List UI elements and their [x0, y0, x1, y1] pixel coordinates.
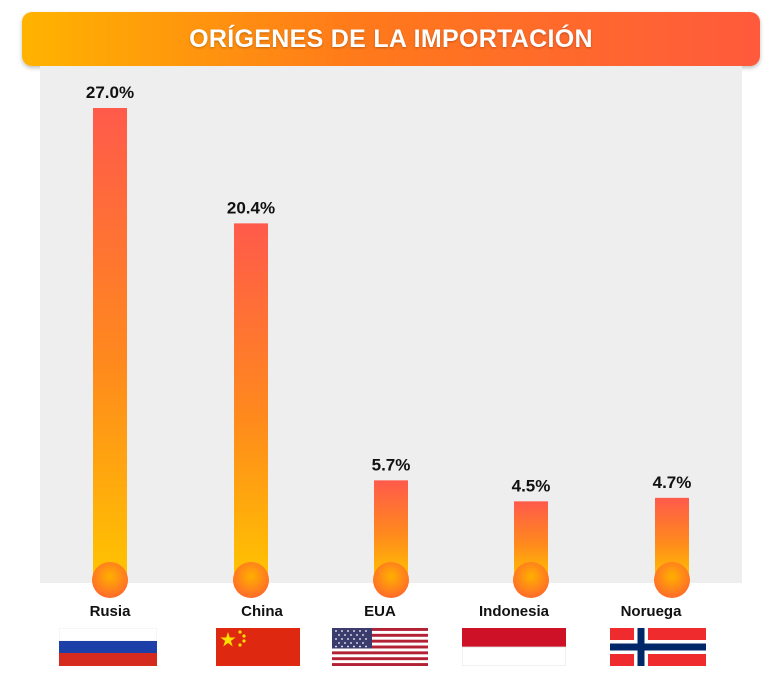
norway-flag-icon	[610, 628, 706, 666]
value-label-noruega: 4.7%	[653, 473, 692, 492]
bar-base-noruega	[654, 562, 690, 598]
value-label-rusia: 27.0%	[86, 83, 134, 102]
value-label-eua: 5.7%	[372, 455, 411, 474]
title-banner: ORÍGENES DE LA IMPORTACIÓN	[22, 12, 760, 66]
bar-china	[234, 223, 268, 580]
value-label-indonesia: 4.5%	[512, 476, 551, 495]
category-label-rusia: Rusia	[89, 603, 131, 620]
bar-base-china	[233, 562, 269, 598]
value-label-china: 20.4%	[227, 198, 275, 217]
china-flag-icon	[216, 628, 300, 666]
category-label-eua: EUA	[364, 603, 396, 620]
category-label-china: China	[241, 603, 283, 620]
usa-flag-icon	[332, 628, 428, 666]
bar-base-rusia	[92, 562, 128, 598]
indonesia-flag-icon	[462, 628, 566, 666]
category-label-noruega: Noruega	[620, 603, 682, 620]
russia-flag-icon	[59, 628, 157, 666]
bar-rusia	[93, 108, 127, 580]
bar-base-eua	[373, 562, 409, 598]
chart-title: ORÍGENES DE LA IMPORTACIÓN	[189, 24, 593, 53]
category-label-indonesia: Indonesia	[478, 603, 549, 620]
bar-base-indonesia	[513, 562, 549, 598]
